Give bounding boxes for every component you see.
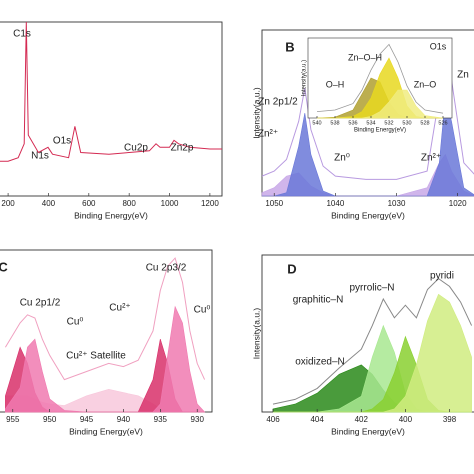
panel: 540 538 536 534 532 530 528 526 Binding Energy(e… [302, 37, 453, 134]
x-axis-label: Binding Energy(eV) [74, 210, 148, 220]
spectrum-line [272, 277, 473, 405]
x-axis-label: Binding Energy(eV) [331, 210, 405, 220]
x-tick-label: 1200 [201, 199, 219, 208]
annotation: O–H [326, 79, 345, 89]
panel-letter: C [0, 259, 8, 274]
x-tick-label: 398 [443, 415, 457, 424]
x-tick-label: 406 [266, 415, 280, 424]
x-tick-label: 404 [310, 415, 324, 424]
x-tick-label: 200 [1, 199, 15, 208]
y-axis-label: Intensity(a.u.) [302, 60, 308, 96]
x-tick-label: 940 [117, 415, 131, 424]
annotation: Cu²⁺ [109, 303, 130, 314]
x-axis-label: Binding Energy(eV) [354, 128, 406, 134]
x-axis-label: Binding Energy(eV) [69, 426, 143, 436]
inset-title: O1s [430, 41, 447, 51]
x-tick-label: 930 [191, 415, 205, 424]
annotation: Zn [457, 70, 469, 81]
x-tick-label: 532 [384, 120, 393, 126]
x-tick-label: 402 [355, 415, 369, 424]
x-tick-label: 800 [122, 199, 136, 208]
x-tick-label: 400 [42, 199, 56, 208]
y-axis-label: Intensity(a.u.) [251, 308, 261, 360]
x-tick-label: 600 [82, 199, 96, 208]
annotation: oxidized–N [295, 357, 344, 368]
x-tick-label: 955 [6, 415, 20, 424]
x-tick-label: 945 [80, 415, 94, 424]
annotation: Zn 2p1/2 [258, 97, 298, 108]
annotation: Cu²⁺ Satellite [66, 351, 126, 362]
annotation: pyrrolic–N [349, 283, 394, 294]
annotation: graphitic–N [293, 295, 344, 306]
y-axis-label: Intensity(a.u.) [251, 87, 261, 139]
x-tick-label: 950 [43, 415, 57, 424]
x-tick-label: 1050 [265, 199, 283, 208]
x-tick-label: 538 [330, 120, 339, 126]
annotation: Zn2p [171, 143, 194, 154]
annotation: Cu 2p3/2 [146, 263, 187, 274]
x-tick-label: 400 [399, 415, 413, 424]
annotation: Zn²⁺ [421, 153, 441, 164]
spectrum-line [0, 21, 222, 162]
annotation: Zn⁰ [334, 153, 350, 164]
plot-frame [0, 21, 223, 197]
annotation: Cu⁰ [194, 305, 211, 316]
x-tick-label: 534 [366, 120, 375, 126]
x-tick-label: 536 [348, 120, 357, 126]
x-tick-label: 540 [312, 120, 321, 126]
annotation: pyridi [430, 271, 454, 282]
annotation: Cu⁰ [67, 317, 84, 328]
panel-letter: B [285, 39, 294, 54]
annotation: N1s [31, 151, 49, 162]
panel: 955 950 945 940 935 930 Binding Energy(eV) C Cu … [0, 249, 213, 436]
x-tick-label: 1040 [326, 199, 344, 208]
annotation: Zn–O–H [348, 52, 382, 62]
panel-letter: D [287, 261, 296, 276]
spectrum-line [4, 257, 206, 381]
annotation: Cu2p [124, 143, 148, 154]
x-axis-label: Binding Energy(eV) [331, 426, 405, 436]
x-tick-label: 528 [420, 120, 429, 126]
annotation: Zn²⁺ [258, 129, 278, 140]
peak-area [273, 293, 472, 413]
panel: 406 404 402 400 398 Binding Energy(eV) Intensi… [251, 254, 474, 436]
x-tick-label: 1030 [388, 199, 406, 208]
x-tick-label: 526 [438, 120, 447, 126]
x-tick-label: 530 [402, 120, 411, 126]
x-tick-label: 935 [154, 415, 168, 424]
x-tick-label: 1020 [449, 199, 467, 208]
peak-area [5, 305, 206, 413]
spectrum-line [316, 43, 444, 114]
x-tick-label: 1000 [161, 199, 179, 208]
annotation: Zn–O [414, 79, 437, 89]
annotation: C1s [13, 29, 31, 40]
panel: 200 400 600 800 1000 1200 Binding Energy(eV) C1… [0, 21, 223, 220]
peak-area [262, 96, 474, 197]
annotation: Cu 2p1/2 [20, 298, 61, 309]
annotation: O1s [53, 136, 71, 147]
